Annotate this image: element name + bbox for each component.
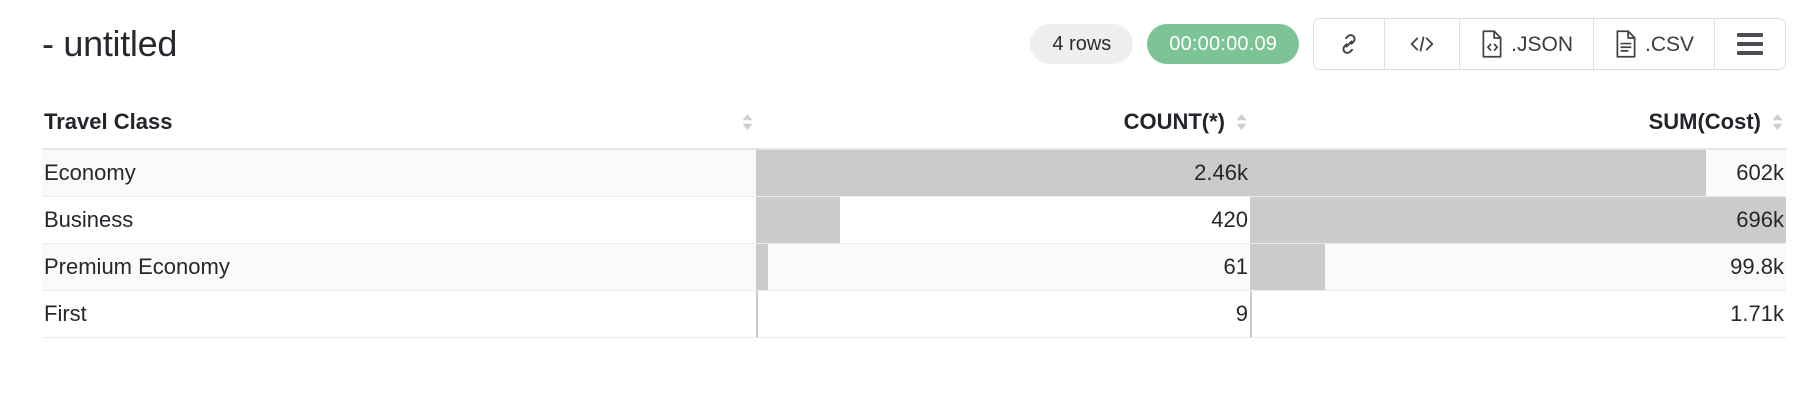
page-title: - untitled [42,23,178,64]
column-header-label: Travel Class [44,109,173,134]
table-row: First 9 1.71k [42,290,1786,338]
cell-travel-class: Economy [42,149,756,197]
results-table: Travel Class COUNT(*) [42,96,1786,338]
value-bar [1250,196,1786,242]
column-header-label: SUM(Cost) [1648,109,1761,134]
cell-travel-class: Business [42,196,756,244]
menu-button[interactable] [1715,19,1785,69]
cell-value: 1.71k [1730,300,1784,326]
cell-count: 61 [756,243,1250,291]
sort-icon[interactable] [1235,112,1248,132]
copy-link-button[interactable] [1314,19,1386,69]
download-json-label: .JSON [1511,32,1573,56]
json-file-icon [1480,30,1504,58]
cell-sum: 696k [1250,196,1786,244]
action-button-group: .JSON .CSV [1313,18,1786,70]
hamburger-icon [1737,33,1763,55]
value-bar [756,243,769,289]
cell-count: 420 [756,196,1250,244]
cell-sum: 99.8k [1250,243,1786,291]
cell-travel-class: First [42,290,756,338]
column-header-sum[interactable]: SUM(Cost) [1250,96,1786,150]
value-bar [756,290,758,336]
column-header-count[interactable]: COUNT(*) [756,96,1250,150]
cell-value: 420 [1211,206,1248,232]
header-controls: 4 rows 00:00:00.09 [1030,18,1786,70]
csv-file-icon [1614,30,1638,58]
cell-count: 9 [756,290,1250,338]
table-row: Premium Economy 61 99.8k [42,243,1786,291]
cell-sum: 602k [1250,149,1786,197]
cell-value: 2.46k [1194,159,1248,185]
cell-value: 61 [1223,253,1248,279]
sort-icon[interactable] [741,112,754,132]
cell-sum: 1.71k [1250,290,1786,338]
link-icon [1336,31,1362,57]
download-csv-button[interactable]: .CSV [1593,19,1715,69]
sort-icon[interactable] [1771,112,1784,132]
value-bar [1250,150,1706,195]
table-body: Economy 2.46k 602k Business 420 696k Premium E… [42,149,1786,338]
value-bar [1250,290,1252,336]
download-csv-label: .CSV [1644,32,1694,56]
table-row: Business 420 696k [42,196,1786,244]
row-count-badge: 4 rows [1030,24,1134,64]
column-header-travel-class[interactable]: Travel Class [42,96,756,150]
cell-count: 2.46k [756,149,1250,197]
value-bar [756,196,840,242]
cell-value: 696k [1736,206,1784,232]
value-bar [1250,243,1326,289]
table-header-row: Travel Class COUNT(*) [42,96,1786,150]
download-json-button[interactable]: .JSON [1460,19,1594,69]
code-icon [1407,32,1437,56]
cell-value: 9 [1235,300,1248,326]
column-header-label: COUNT(*) [1123,109,1225,134]
cell-travel-class: Premium Economy [42,243,756,291]
table-header: Travel Class COUNT(*) [42,96,1786,150]
embed-code-button[interactable] [1385,19,1461,69]
cell-value: 99.8k [1730,253,1784,279]
result-header: - untitled 4 rows 00:00:00.09 [0,0,1816,88]
query-timer-badge: 00:00:00.09 [1147,24,1300,64]
value-bar [756,150,1250,195]
cell-value: 602k [1736,159,1784,185]
table-row: Economy 2.46k 602k [42,149,1786,197]
